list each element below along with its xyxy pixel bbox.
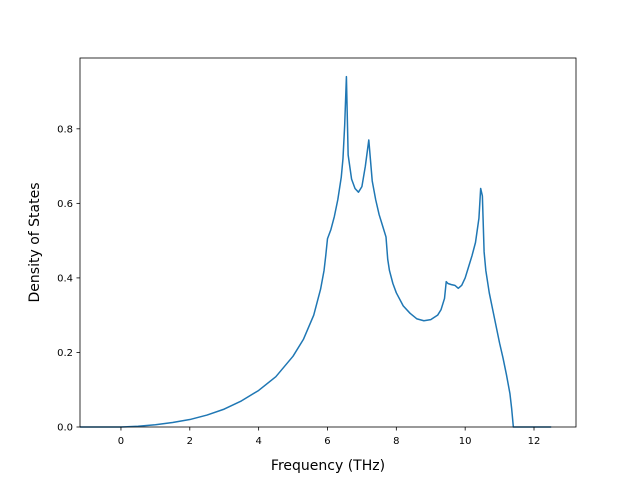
x-tick-label: 4 [255,436,261,447]
x-tick-label: 8 [393,436,399,447]
y-tick-label: 0.8 [57,124,73,135]
x-axis-label: Frequency (THz) [271,458,385,474]
x-tick-label: 10 [459,436,472,447]
y-tick-label: 0.2 [57,348,73,359]
y-tick-label: 0.4 [57,273,73,284]
axes-frame [79,57,577,428]
plot-area [80,75,552,428]
x-tick-label: 2 [187,436,193,447]
x-tick-label: 0 [118,436,124,447]
y-axis-ticks: 0.0 0.2 0.4 0.6 0.8 [57,124,80,434]
x-axis-ticks: 0 2 4 6 8 10 12 [118,427,541,447]
y-tick-label: 0.0 [57,423,73,434]
dos-series-line [80,75,552,428]
y-tick-label: 0.6 [57,199,73,210]
x-tick-label: 6 [324,436,330,447]
x-tick-label: 12 [528,436,541,447]
y-axis-label: Density of States [27,183,43,303]
